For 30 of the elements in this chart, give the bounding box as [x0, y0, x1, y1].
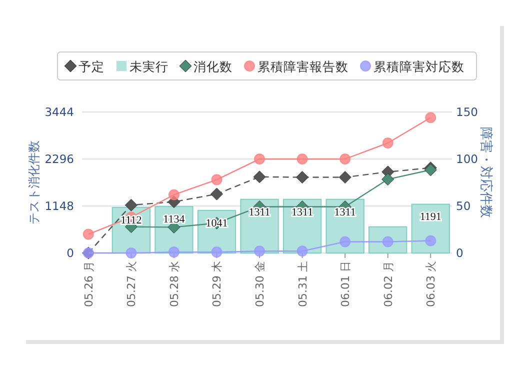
data-label: 1311 — [334, 206, 356, 218]
x-tick-label: 06.03 火 — [424, 261, 438, 307]
x-tick-label: 06.02 月 — [382, 261, 395, 307]
data-label: 1191 — [420, 211, 442, 224]
x-tick-label: 05.26 月 — [82, 261, 96, 307]
x-tick-label: 06.01 日 — [339, 261, 352, 307]
data-label: 1311 — [248, 206, 270, 218]
legend-label: 未実行 — [130, 59, 168, 74]
y-tick-label: 2296 — [44, 152, 74, 166]
y-tick-label: 0 — [66, 246, 74, 260]
legend-label: 累積障害対応数 — [374, 59, 464, 74]
legend-label: 予定 — [78, 59, 104, 74]
y-tick-label: 3444 — [44, 105, 74, 119]
x-tick-label: 05.31 土 — [296, 261, 310, 307]
y2-tick-label: 100 — [456, 152, 478, 166]
x-tick-label: 05.30 金 — [254, 261, 267, 307]
x-tick-label: 05.27 火 — [125, 261, 138, 307]
legend-label: 消化数 — [194, 59, 232, 74]
y-tick-label: 1148 — [44, 199, 74, 213]
data-label: 1311 — [291, 206, 314, 218]
x-tick-label: 05.29 木 — [210, 261, 224, 307]
legend-label: 累積障害報告数 — [258, 59, 348, 74]
y2-tick-label: 50 — [456, 199, 471, 213]
y2-axis-title: 障害・対応件数 — [478, 127, 494, 218]
y-axis-title: テスト消化件数 — [27, 140, 41, 224]
data-label: 1112 — [120, 214, 142, 226]
data-label: 1134 — [163, 214, 186, 226]
x-tick-label: 05.28 水 — [168, 261, 181, 307]
y2-tick-label: 150 — [456, 105, 478, 119]
y2-tick-label: 0 — [456, 246, 464, 260]
